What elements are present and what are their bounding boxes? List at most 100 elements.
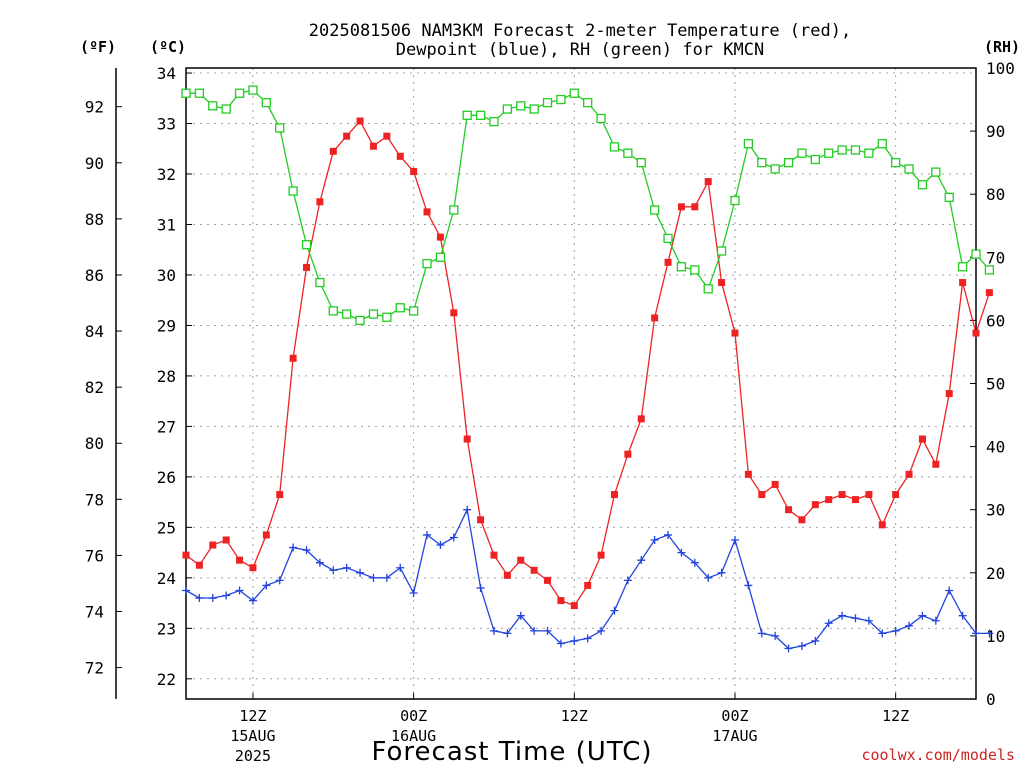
rh-point bbox=[730, 195, 740, 206]
dewpoint-point bbox=[248, 596, 257, 605]
rh-point bbox=[342, 309, 352, 319]
rh-tick-label: 90 bbox=[986, 122, 1005, 141]
dewpoint-point bbox=[824, 619, 833, 628]
temperature-point bbox=[410, 167, 418, 175]
temperature-point bbox=[463, 435, 471, 443]
rh-point bbox=[864, 148, 874, 158]
dewpoint-point bbox=[637, 556, 646, 565]
temperature-point bbox=[865, 491, 873, 499]
dewpoint-point bbox=[931, 616, 940, 625]
dewpoint-point bbox=[771, 631, 780, 640]
temperature-point bbox=[503, 571, 511, 579]
rh-point bbox=[583, 98, 593, 108]
celsius-tick-label: 26 bbox=[157, 468, 176, 487]
temperature-point bbox=[758, 491, 766, 499]
temperature-point bbox=[517, 556, 525, 564]
rh-point bbox=[194, 88, 205, 98]
dewpoint-point bbox=[570, 636, 579, 645]
temperature-point bbox=[209, 541, 217, 549]
dewpoint-point bbox=[610, 606, 619, 615]
celsius-tick-label: 33 bbox=[157, 115, 176, 134]
celsius-tick-label: 25 bbox=[157, 518, 176, 537]
rh-point bbox=[248, 85, 258, 95]
dewpoint-point bbox=[797, 641, 806, 650]
rh-tick-label: 70 bbox=[986, 248, 1005, 267]
dewpoint-point bbox=[423, 530, 432, 539]
temperature-point bbox=[530, 566, 538, 574]
celsius-unit-label: (ºC) bbox=[150, 38, 186, 56]
rh-point bbox=[609, 142, 620, 152]
rh-point bbox=[221, 104, 231, 114]
plot-frame bbox=[185, 67, 977, 700]
dewpoint-point bbox=[208, 594, 217, 603]
temperature-point bbox=[744, 470, 752, 478]
rh-point bbox=[623, 148, 633, 158]
rh-point bbox=[489, 116, 499, 127]
rh-point bbox=[944, 192, 954, 203]
rh-point bbox=[208, 101, 218, 111]
temperature-point bbox=[731, 329, 739, 337]
temperature-point bbox=[343, 132, 351, 140]
temperature-point bbox=[798, 516, 806, 524]
temperature-point bbox=[490, 551, 498, 559]
rh-point bbox=[556, 94, 566, 105]
dewpoint-point bbox=[396, 563, 405, 572]
fahrenheit-tick-label: 88 bbox=[85, 210, 104, 229]
dewpoint-point bbox=[449, 533, 458, 542]
temperature-point bbox=[878, 521, 886, 529]
temperature-point bbox=[892, 491, 900, 499]
rh-tick-label: 60 bbox=[986, 311, 1005, 330]
chart-title: 2025081506 NAM3KM Forecast 2-meter Tempe… bbox=[309, 21, 851, 41]
temperature-point bbox=[905, 470, 913, 478]
dewpoint-point bbox=[864, 616, 873, 625]
celsius-tick-label: 34 bbox=[157, 64, 176, 83]
dewpoint-point bbox=[356, 568, 365, 577]
rh-point bbox=[422, 258, 432, 269]
series-temperature bbox=[182, 117, 993, 610]
dewpoint-point bbox=[730, 535, 739, 544]
rh-tick-label: 50 bbox=[986, 375, 1005, 394]
temperature-point bbox=[436, 233, 444, 241]
series-line-temperature bbox=[185, 119, 991, 607]
celsius-tick-label: 28 bbox=[157, 367, 176, 386]
celsius-tick-label: 24 bbox=[157, 569, 176, 588]
rh-point bbox=[663, 233, 673, 244]
rh-point bbox=[797, 148, 807, 158]
series-layer bbox=[181, 85, 995, 653]
x-tick-label: 00Z bbox=[721, 707, 748, 725]
temperature-point bbox=[718, 279, 726, 287]
rh-point bbox=[275, 123, 285, 133]
dewpoint-point bbox=[436, 541, 445, 550]
dewpoint-point bbox=[195, 594, 204, 603]
temperature-point bbox=[262, 531, 270, 539]
rh-point bbox=[475, 110, 486, 120]
rh-point bbox=[234, 88, 245, 98]
temperature-point bbox=[651, 314, 659, 322]
dewpoint-point bbox=[918, 611, 927, 620]
dewpoint-point bbox=[945, 586, 954, 595]
temperature-point bbox=[637, 415, 645, 423]
temperature-point bbox=[356, 117, 364, 125]
fahrenheit-tick-label: 90 bbox=[85, 154, 104, 173]
rh-point bbox=[368, 309, 379, 319]
temperature-point bbox=[838, 491, 846, 499]
temperature-point bbox=[972, 329, 980, 337]
temperature-point bbox=[985, 289, 993, 297]
dewpoint-point bbox=[744, 581, 753, 590]
grid bbox=[186, 68, 976, 699]
rh-point bbox=[395, 303, 405, 313]
rh-point bbox=[824, 148, 834, 158]
dewpoint-point bbox=[289, 543, 298, 552]
fahrenheit-tick-label: 82 bbox=[85, 378, 104, 397]
rh-point bbox=[837, 145, 847, 155]
rh-point bbox=[516, 101, 526, 111]
rh-point bbox=[181, 88, 191, 98]
x-tick-label: 12Z bbox=[882, 707, 909, 725]
dewpoint-point bbox=[463, 505, 472, 514]
celsius-tick-label: 22 bbox=[157, 670, 176, 689]
rh-tick-label: 40 bbox=[986, 438, 1005, 457]
temperature-point bbox=[597, 551, 605, 559]
dewpoint-point bbox=[516, 611, 525, 620]
rh-point bbox=[904, 164, 914, 174]
rh-point bbox=[877, 139, 887, 149]
